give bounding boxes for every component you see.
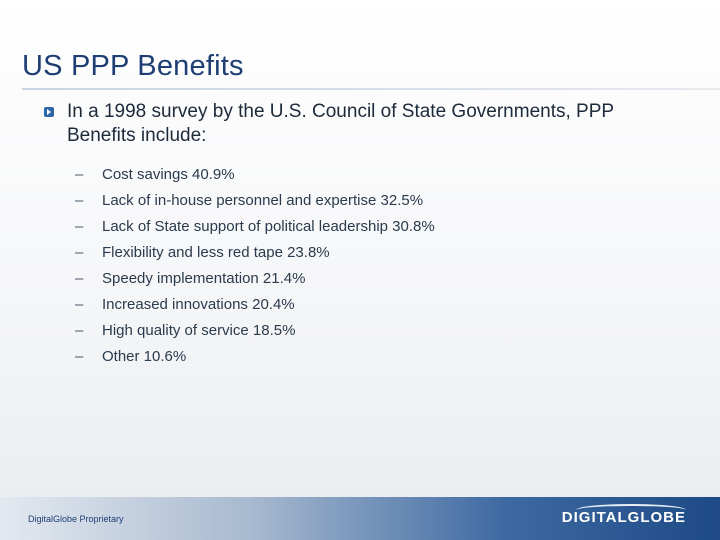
list-item-text: Lack of in-house personnel and expertise… — [102, 191, 424, 209]
dash-icon: – — [75, 347, 84, 365]
bullet-arrow-icon — [44, 107, 54, 117]
dash-icon: – — [75, 165, 84, 183]
list-item: – Flexibility and less red tape 23.8% — [75, 239, 435, 265]
proprietary-notice: DigitalGlobe Proprietary — [28, 514, 124, 524]
dash-icon: – — [75, 191, 84, 209]
list-item: – Increased innovations 20.4% — [75, 291, 435, 317]
list-item: – Speedy implementation 21.4% — [75, 265, 435, 291]
title-divider — [22, 88, 720, 90]
logo-swoosh-icon — [576, 504, 686, 516]
list-item: – Lack of in-house personnel and expertis… — [75, 187, 435, 213]
dash-icon: – — [75, 295, 84, 313]
benefits-list: – Cost savings 40.9% – Lack of in-house pe… — [75, 161, 435, 369]
list-item-text: Flexibility and less red tape 23.8% — [102, 243, 330, 261]
dash-icon: – — [75, 269, 84, 287]
list-item-text: Increased innovations 20.4% — [102, 295, 295, 313]
list-item-text: Lack of State support of political leade… — [102, 217, 435, 235]
list-item-text: Other 10.6% — [102, 347, 187, 365]
list-item: – High quality of service 18.5% — [75, 317, 435, 343]
list-item-text: Cost savings 40.9% — [102, 165, 235, 183]
list-item-text: Speedy implementation 21.4% — [102, 269, 306, 287]
list-item: – Cost savings 40.9% — [75, 161, 435, 187]
dash-icon: – — [75, 217, 84, 235]
list-item-text: High quality of service 18.5% — [102, 321, 296, 339]
main-bullet-text: In a 1998 survey by the U.S. Council of … — [67, 101, 614, 146]
slide-title: US PPP Benefits — [22, 50, 244, 82]
dash-icon: – — [75, 243, 84, 261]
list-item: – Other 10.6% — [75, 343, 435, 369]
main-bullet: In a 1998 survey by the U.S. Council of … — [44, 100, 684, 148]
company-logo: DIGITALGLOBE — [561, 509, 686, 526]
dash-icon: – — [75, 321, 84, 339]
list-item: – Lack of State support of political lead… — [75, 213, 435, 239]
footer-band: DigitalGlobe Proprietary DIGITALGLOBE — [0, 497, 720, 540]
